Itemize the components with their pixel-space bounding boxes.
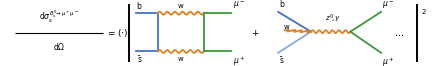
- Text: $\mu^-$: $\mu^-$: [233, 0, 245, 11]
- Text: $+$: $+$: [251, 28, 260, 38]
- Text: b: b: [279, 0, 284, 9]
- Text: w: w: [283, 24, 289, 30]
- Text: $\mu^+$: $\mu^+$: [382, 55, 395, 66]
- Text: $\mathrm{d}\sigma^{B_s^0\!\to\mu^+\mu^-}_s$: $\mathrm{d}\sigma^{B_s^0\!\to\mu^+\mu^-}…: [39, 9, 79, 25]
- Text: $2$: $2$: [421, 7, 427, 16]
- Text: w: w: [178, 3, 184, 9]
- Text: b: b: [137, 2, 141, 11]
- Text: $z^0\!,\gamma$: $z^0\!,\gamma$: [325, 13, 341, 25]
- Text: $=(\cdot)$: $=(\cdot)$: [106, 27, 128, 39]
- Text: w: w: [178, 56, 184, 62]
- Text: $\mu^+$: $\mu^+$: [233, 54, 245, 66]
- Text: $\mu^-$: $\mu^-$: [382, 0, 395, 11]
- Text: $\cdots$: $\cdots$: [395, 29, 404, 37]
- Text: $\mathrm{d}\Omega$: $\mathrm{d}\Omega$: [53, 41, 65, 52]
- Text: $\bar{\mathrm{s}}$: $\bar{\mathrm{s}}$: [137, 54, 142, 65]
- Text: $\bar{\mathrm{s}}$: $\bar{\mathrm{s}}$: [279, 55, 285, 66]
